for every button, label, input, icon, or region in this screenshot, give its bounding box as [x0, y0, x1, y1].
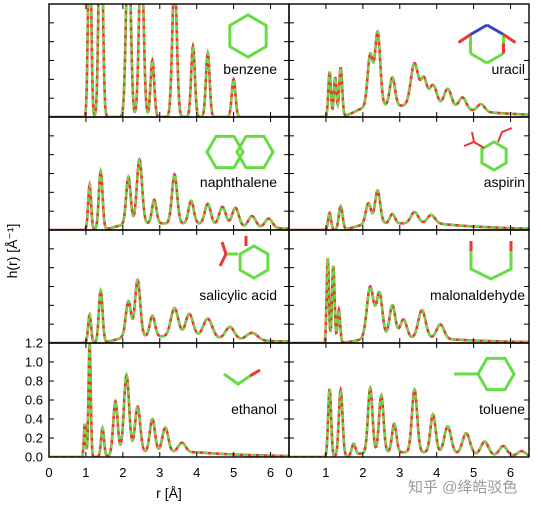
- y-axis-title: h(r) [Å⁻¹]: [4, 224, 20, 279]
- panel-uracil: uracil: [288, 3, 530, 118]
- molecule-label: aspirin: [484, 174, 525, 190]
- x-tick-label: 3: [156, 465, 163, 480]
- series-line-model: [49, 343, 289, 457]
- molecule-aspirin-icon: [463, 127, 513, 172]
- panel-benzene: benzene: [48, 3, 290, 118]
- molecule-label: toluene: [479, 401, 525, 417]
- panel-malonaldehyde: malonaldehyde: [288, 229, 530, 344]
- y-tick-label: 1.0: [25, 355, 43, 370]
- series-line-model: [289, 385, 529, 457]
- y-tick-label: 0.8: [25, 374, 43, 389]
- molecule-label: malonaldehyde: [430, 287, 525, 303]
- molecule-label: naphthalene: [200, 174, 277, 190]
- x-tick-label: 1: [82, 465, 89, 480]
- molecule-salicylic-acid-icon: [218, 236, 270, 280]
- x-tick-label: 3: [396, 465, 403, 480]
- series-line-reference: [289, 188, 529, 230]
- panel-salicylic-acid: salicylic acid: [48, 229, 290, 344]
- molecule-ethanol-icon: [223, 368, 261, 386]
- x-tick-label: 6: [267, 465, 274, 480]
- y-tick-label: 0.0: [25, 450, 43, 465]
- x-tick-label: 5: [230, 465, 237, 480]
- molecule-malonaldehyde-icon: [469, 241, 513, 281]
- panel-grid: benzene uracil naphthalene aspirin salicylic…: [48, 3, 530, 458]
- x-tick-label: 5: [470, 465, 477, 480]
- panel-aspirin: aspirin: [288, 116, 530, 231]
- x-tick-label: 2: [119, 465, 126, 480]
- x-axis-title: r [Å]: [156, 485, 182, 501]
- x-tick-label: 2: [359, 465, 366, 480]
- molecule-uracil-icon: [457, 23, 517, 65]
- axis-ticks: 0 1 2 3 4 5 6 0 1 2 3 4 5 60.00.20.40.60.81.01.2: [25, 336, 514, 481]
- series-line-model: [49, 277, 289, 343]
- series-line-model: [49, 157, 289, 230]
- panel-naphthalene: naphthalene: [48, 116, 290, 231]
- molecule-label: uracil: [492, 61, 525, 77]
- watermark: 知乎 @绛皓驳色: [408, 479, 517, 496]
- series-line-model: [289, 29, 529, 117]
- molecule-label: salicylic acid: [199, 287, 277, 303]
- series-line-reference: [289, 258, 529, 343]
- x-tick-label: 6: [507, 465, 514, 480]
- series-line-reference: [49, 4, 289, 117]
- x-tick-label: 0: [45, 465, 52, 480]
- y-tick-label: 0.2: [25, 431, 43, 446]
- x-tick-label: 4: [433, 465, 440, 480]
- y-tick-label: 0.4: [25, 412, 43, 427]
- molecule-naphthalene-icon: [205, 134, 275, 170]
- molecule-benzene-icon: [228, 13, 268, 59]
- x-tick-label: 4: [193, 465, 200, 480]
- series-line-model: [289, 189, 529, 230]
- molecule-label: ethanol: [231, 401, 277, 417]
- x-tick-label: 1: [322, 465, 329, 480]
- panel-ethanol: ethanol: [48, 342, 290, 458]
- y-tick-label: 0.6: [25, 393, 43, 408]
- molecule-label: benzene: [223, 61, 277, 77]
- y-tick-label: 1.2: [25, 336, 43, 351]
- molecule-toluene-icon: [454, 356, 516, 392]
- panel-toluene: toluene: [288, 342, 530, 458]
- x-tick-label: 0: [285, 465, 292, 480]
